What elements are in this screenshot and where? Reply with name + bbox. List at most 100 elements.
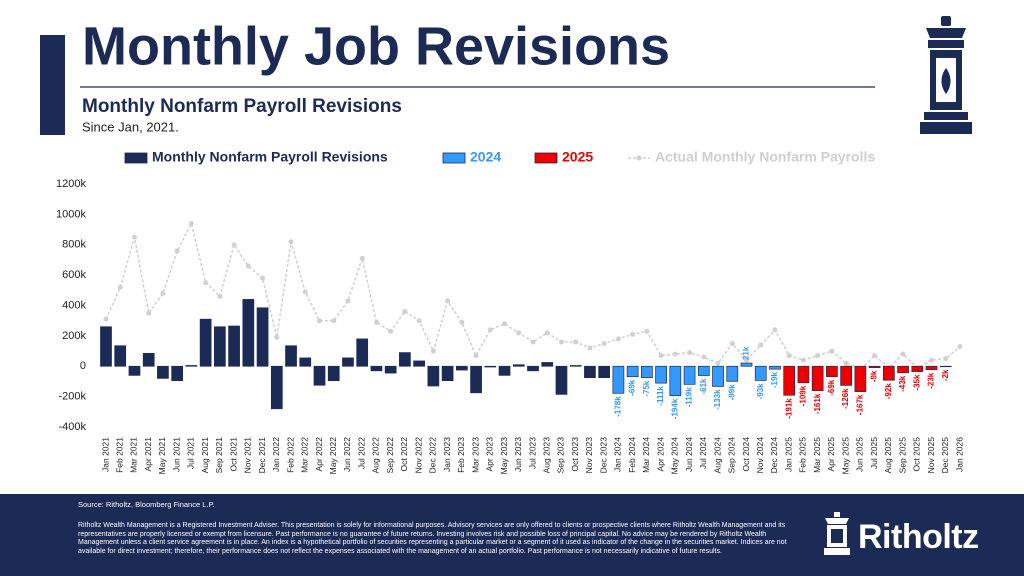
- line-marker: [345, 298, 351, 304]
- x-tick-label: Feb 2023: [456, 437, 466, 473]
- data-label: -23k: [927, 372, 936, 389]
- line-marker: [430, 348, 436, 354]
- line-marker: [160, 290, 166, 296]
- bar: [327, 365, 340, 382]
- line-marker: [800, 357, 806, 363]
- legend-label: Monthly Nonfarm Payroll Revisions: [152, 149, 388, 165]
- bar: [541, 362, 554, 367]
- x-tick-label: Apr 2022: [314, 437, 324, 472]
- x-tick-label: May 2024: [670, 437, 680, 475]
- bar: [584, 365, 596, 378]
- x-tick-label: May 2023: [499, 437, 509, 475]
- legend-label: 2024: [470, 149, 501, 165]
- bar: [612, 365, 625, 394]
- bar: [512, 364, 525, 367]
- line-marker: [587, 345, 593, 351]
- x-tick-label: Oct 2024: [741, 437, 751, 472]
- data-label: -178k: [614, 396, 623, 417]
- bar: [897, 365, 909, 374]
- x-tick-label: Aug 2025: [883, 437, 893, 474]
- line-marker: [815, 353, 821, 359]
- x-tick-label: Jul 2024: [698, 437, 708, 469]
- line-marker: [174, 248, 180, 254]
- bar: [370, 365, 383, 372]
- x-tick-label: Nov 2022: [413, 437, 423, 474]
- x-tick-label: Jun 2022: [342, 437, 352, 472]
- legend-swatch: [534, 152, 558, 164]
- bar: [868, 365, 881, 368]
- x-tick-label: Feb 2024: [627, 437, 637, 473]
- data-label: -99k: [727, 384, 736, 401]
- bar: [697, 365, 710, 376]
- line-marker: [687, 350, 693, 356]
- x-tick-label: Sep 2024: [727, 437, 737, 474]
- line-marker: [772, 327, 778, 333]
- bar: [569, 365, 582, 367]
- bar: [228, 325, 240, 367]
- x-tick-label: Apr 2025: [826, 437, 836, 472]
- data-label: -61k: [699, 378, 708, 395]
- bar: [740, 362, 753, 367]
- bar: [128, 365, 141, 376]
- line-marker: [701, 354, 707, 360]
- x-tick-label: Jan 2022: [271, 437, 281, 472]
- data-label: -69k: [628, 379, 637, 396]
- x-tick-label: Mar 2024: [641, 437, 651, 473]
- legend-swatch: [124, 152, 148, 164]
- bar: [242, 299, 255, 367]
- x-tick-label: Nov 2021: [243, 437, 253, 474]
- x-tick-label: Sep 2021: [214, 437, 224, 474]
- line-marker: [544, 330, 550, 336]
- bar: [342, 357, 354, 367]
- bar: [669, 365, 682, 397]
- line-marker: [388, 328, 394, 334]
- line-marker: [359, 255, 365, 261]
- data-label: -9k: [870, 370, 879, 382]
- line-marker: [829, 348, 835, 354]
- bar: [882, 365, 895, 381]
- data-label: -126k: [841, 388, 850, 409]
- bar: [797, 365, 810, 384]
- line-marker: [957, 344, 963, 350]
- x-tick-label: Jul 2022: [356, 437, 366, 469]
- x-tick-label: Mar 2022: [300, 437, 310, 473]
- bar: [826, 365, 838, 378]
- y-tick-label: -400k: [58, 421, 86, 433]
- line-marker: [786, 353, 792, 359]
- line-marker: [943, 356, 949, 362]
- bar: [157, 365, 169, 379]
- legend-label: Actual Monthly Nonfarm Payrolls: [655, 149, 875, 165]
- x-tick-label: Aug 2023: [541, 437, 551, 474]
- x-tick-label: Dec 2025: [940, 437, 950, 474]
- disclaimer: Ritholtz Wealth Management is a Register…: [78, 522, 787, 555]
- line-marker: [929, 357, 935, 363]
- x-tick-label: Nov 2023: [584, 437, 594, 474]
- line-marker: [146, 310, 152, 316]
- x-tick-label: Jan 2025: [783, 437, 793, 472]
- x-tick-label: Apr 2023: [485, 437, 495, 472]
- line-marker: [217, 293, 223, 299]
- chart: Monthly Job Revisions Monthly Nonfarm Pa…: [40, 16, 972, 475]
- x-tick-label: Jul 2023: [527, 437, 537, 469]
- bar: [114, 345, 127, 367]
- x-tick-label: Sep 2025: [897, 437, 907, 474]
- bar: [498, 365, 511, 376]
- bar: [555, 365, 568, 395]
- bar: [299, 357, 312, 367]
- line-marker: [188, 220, 194, 226]
- x-tick-label: Dec 2022: [428, 437, 438, 474]
- x-tick-label: Dec 2021: [257, 437, 267, 474]
- line-marker: [601, 340, 607, 346]
- bar: [384, 365, 397, 374]
- bar: [199, 318, 212, 367]
- line-marker: [516, 330, 522, 336]
- bar: [783, 365, 796, 396]
- line-marker: [672, 351, 678, 357]
- x-tick-label: Apr 2024: [655, 437, 665, 472]
- bar: [683, 365, 696, 385]
- line-marker: [445, 298, 451, 304]
- x-tick-label: Jul 2025: [869, 437, 879, 469]
- accent-bar: [40, 35, 65, 135]
- x-tick-label: May 2021: [157, 437, 167, 475]
